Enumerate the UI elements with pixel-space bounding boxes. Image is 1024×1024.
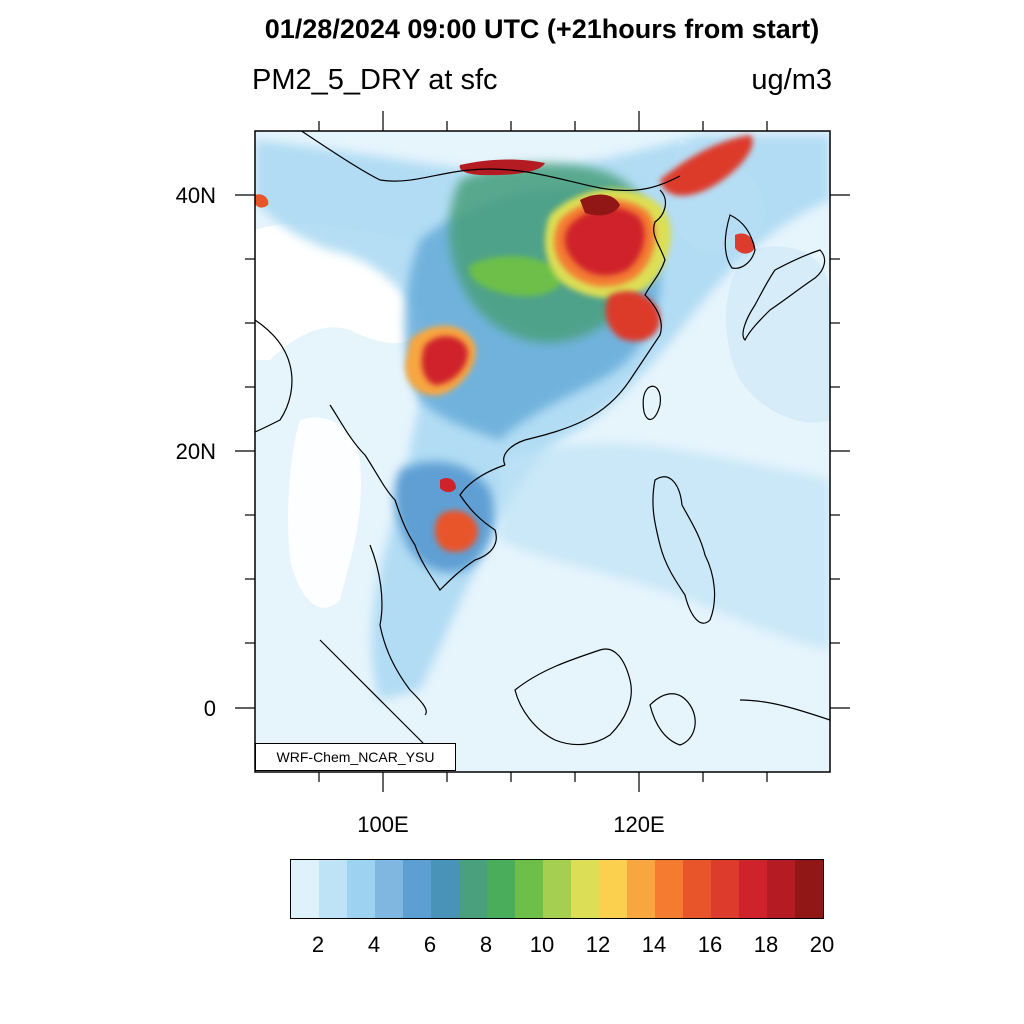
lat-label-0: 0	[203, 696, 216, 721]
colorbar-swatch-16	[739, 860, 767, 918]
coastline-indochina	[329, 404, 506, 591]
colorbar	[290, 859, 824, 919]
clean-air-region-burma	[288, 417, 361, 608]
lon-label-100e: 100E	[357, 812, 409, 837]
pm25-hotspot-north-china-plain	[564, 207, 645, 276]
colorbar-swatch-8	[515, 860, 543, 918]
coastline-sulawesi	[649, 693, 696, 746]
pm25-band-light-blue	[255, 135, 830, 700]
lon-label-120e: 120E	[613, 812, 665, 837]
colorbar-swatch-13	[655, 860, 683, 918]
coastline-china	[503, 189, 667, 466]
units-label: ug/m3	[751, 64, 832, 96]
pm25-hotspot-laos	[440, 477, 456, 493]
colorbar-swatch-4	[403, 860, 431, 918]
colorbar-swatch-12	[627, 860, 655, 918]
coastlines	[255, 131, 830, 761]
coastline-sumatra	[319, 639, 441, 761]
lat-label-20n: 20N	[175, 439, 216, 464]
coastline-malay-peninsula	[369, 544, 427, 716]
border-mongolia	[300, 131, 681, 191]
pm25-peak-north-china	[580, 194, 620, 216]
colorbar-swatch-11	[599, 860, 627, 918]
colorbar-swatch-17	[767, 860, 795, 918]
variable-label: PM2_5_DRY at sfc	[252, 64, 498, 96]
colorbar-tick-label: 16	[697, 932, 723, 957]
colorbar-tick-label: 6	[423, 932, 437, 957]
border-south-asia	[255, 319, 293, 433]
pm25-hotspot-west-edge	[255, 194, 269, 208]
pm25-hotspot-yangtze-delta	[605, 291, 661, 342]
colorbar-swatch-0	[291, 860, 319, 918]
colorbar-swatch-2	[347, 860, 375, 918]
pm25-green-patch	[469, 255, 562, 297]
colorbar-swatch-3	[375, 860, 403, 918]
pm25-hotspot-sichuan-basin	[421, 336, 468, 385]
colorbar-tick-label: 10	[529, 932, 555, 957]
colorbar-tick-label: 14	[641, 932, 667, 957]
colorbar-tick-label: 4	[367, 932, 381, 957]
pm25-hotspot-korea	[735, 233, 755, 254]
colorbar-swatch-6	[459, 860, 487, 918]
ocean-pale-field	[726, 246, 830, 423]
colorbar-swatch-15	[711, 860, 739, 918]
colorbar-tick-label: 18	[753, 932, 779, 957]
coastline-korea	[724, 214, 756, 269]
colorbar-swatch-9	[543, 860, 571, 918]
model-name-label: WRF-Chem_NCAR_YSU	[255, 743, 456, 771]
coastline-taiwan	[642, 385, 661, 421]
plot-title: 01/28/2024 09:00 UTC (+21hours from star…	[264, 14, 820, 44]
colorbar-swatch-14	[683, 860, 711, 918]
coastline-new-guinea	[739, 699, 830, 721]
colorbar-tick-label: 2	[311, 932, 325, 957]
colorbar-swatch-1	[319, 860, 347, 918]
coastline-japan	[742, 249, 826, 342]
colorbar-swatch-5	[431, 860, 459, 918]
coastline-philippines	[652, 476, 716, 624]
colorbar-tick-label: 12	[585, 932, 611, 957]
colorbar-swatch-7	[487, 860, 515, 918]
coastline-borneo	[514, 648, 632, 746]
pm25-hotspot-manchuria	[660, 135, 753, 196]
pm25-hotspot-cambodia	[434, 510, 478, 552]
colorbar-tick-label: 20	[809, 932, 835, 957]
pm25-band-ocean	[500, 443, 830, 650]
colorbar-swatch-10	[571, 860, 599, 918]
lat-label-40n: 40N	[175, 183, 216, 208]
colorbar-tick-label: 8	[479, 932, 493, 957]
axis-ticks	[235, 111, 850, 792]
colorbar-swatch-18	[795, 860, 823, 918]
